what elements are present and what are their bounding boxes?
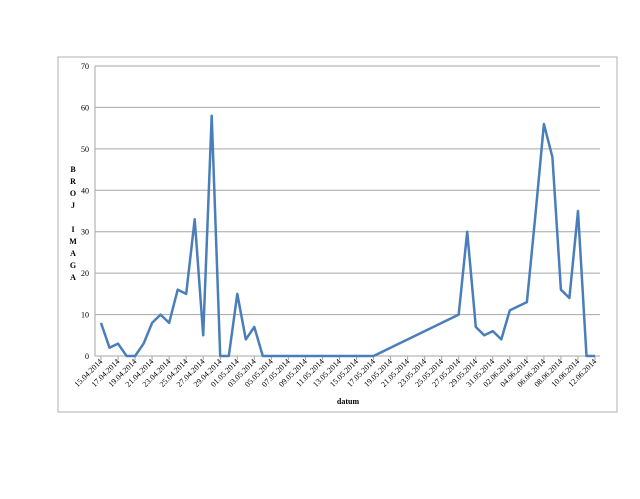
y-tick-label: 40 <box>81 186 89 195</box>
chart-frame <box>57 56 618 413</box>
y-tick-label: 50 <box>81 145 89 154</box>
y-tick-label: 70 <box>81 62 89 71</box>
y-tick-label: 60 <box>81 103 89 112</box>
y-tick-label: 0 <box>85 352 89 361</box>
y-axis-label: BROJ IMAGA <box>68 165 77 285</box>
y-tick-label: 20 <box>81 269 89 278</box>
x-axis-label: datum <box>337 397 360 406</box>
y-tick-label: 10 <box>81 311 89 320</box>
y-tick-label: 30 <box>81 228 89 237</box>
line-series <box>99 114 595 358</box>
